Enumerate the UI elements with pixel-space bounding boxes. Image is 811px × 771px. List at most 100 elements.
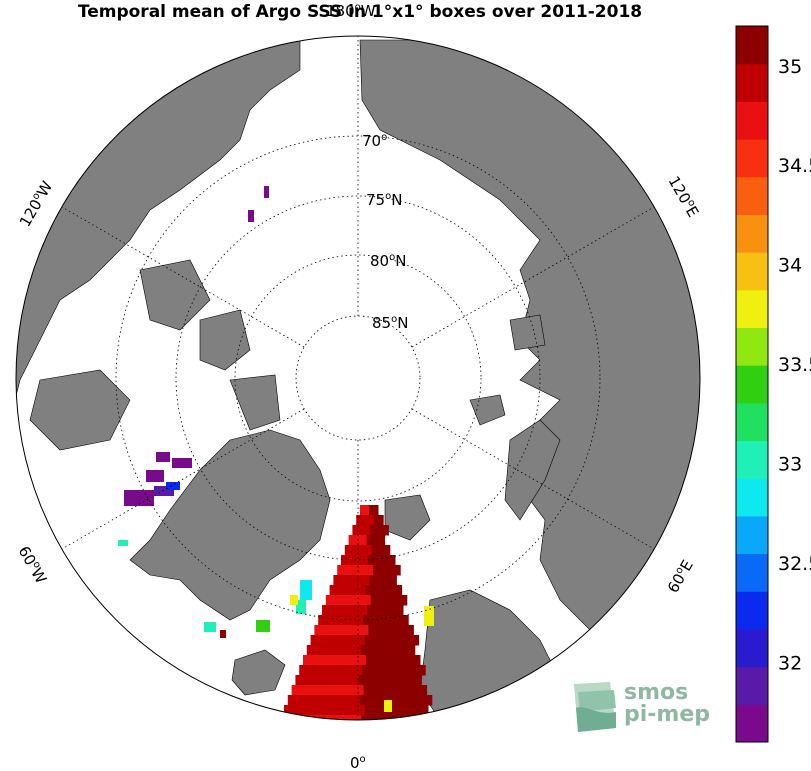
- sss-cell: [391, 635, 402, 646]
- sss-cell: [390, 615, 400, 626]
- sss-cell: [308, 665, 318, 676]
- sss-cell: [397, 595, 408, 606]
- sss-cell: [391, 565, 401, 576]
- sss-cell: [380, 545, 391, 556]
- sss-cell: [332, 625, 342, 636]
- colorbar-swatch: [736, 101, 768, 140]
- colorbar-swatch: [736, 478, 768, 517]
- sss-cell: [358, 605, 368, 616]
- sss-cell: [330, 655, 340, 666]
- colorbar-tick-label: 33.5: [778, 354, 811, 376]
- sss-cell: [319, 635, 330, 646]
- sss-cell: [392, 585, 403, 596]
- sss-cell: [362, 665, 372, 676]
- sss-cell: [367, 605, 377, 616]
- sss-cell: [264, 186, 269, 198]
- sss-cell: [154, 486, 174, 496]
- sss-cell: [338, 585, 349, 596]
- sss-cell: [374, 705, 384, 716]
- sss-cell: [322, 675, 332, 686]
- sss-cell: [393, 655, 403, 666]
- sss-cell: [364, 635, 375, 646]
- colorbar-swatch: [736, 327, 768, 366]
- sss-cell: [377, 625, 387, 636]
- sss-cell: [284, 705, 294, 716]
- colorbar-swatch: [736, 26, 768, 65]
- sss-cell: [398, 665, 408, 676]
- sss-cell: [296, 600, 306, 614]
- sss-cell: [303, 655, 313, 666]
- sss-cell: [343, 595, 354, 606]
- sss-cell: [424, 606, 434, 626]
- sss-cell: [314, 695, 325, 706]
- sss-cell: [389, 665, 399, 676]
- sss-cell: [365, 515, 375, 526]
- map-boundary: [15, 35, 701, 721]
- sss-cell: [401, 705, 411, 716]
- sss-cell: [368, 695, 379, 706]
- sss-cell: [382, 635, 393, 646]
- sss-cell: [385, 675, 395, 686]
- sss-cell: [377, 555, 387, 566]
- sss-cell: [404, 625, 414, 636]
- sss-cell: [405, 645, 416, 656]
- colorbar-swatch: [736, 591, 768, 630]
- colorbar-tick-label: 35: [778, 56, 802, 78]
- sss-cell: [381, 615, 391, 626]
- sss-cell: [346, 565, 356, 576]
- sss-cell: [355, 565, 365, 576]
- sss-cell: [419, 705, 429, 716]
- sss-cell: [312, 655, 322, 666]
- sss-cell: [375, 655, 385, 666]
- lat-label-70: 70o: [362, 132, 387, 150]
- sss-cell: [394, 675, 404, 686]
- sss-cell: [386, 625, 396, 636]
- sss-cell: [296, 695, 307, 706]
- sss-cell: [361, 525, 371, 536]
- colorbar-tick-label: 32: [778, 652, 802, 674]
- sss-cell: [361, 715, 371, 720]
- colorbar-swatch: [736, 440, 768, 479]
- logo-text-pi-mep: pi-mep: [624, 702, 711, 727]
- sss-cell: [334, 715, 344, 720]
- sss-cell: [379, 525, 389, 536]
- sss-cell: [365, 585, 376, 596]
- sss-cell: [369, 645, 380, 656]
- land-franz-josef: [469, 394, 506, 426]
- sss-cell: [146, 470, 164, 482]
- sss-cell: [331, 605, 341, 616]
- sss-cell: [351, 575, 361, 586]
- sss-cell: [248, 210, 254, 222]
- sss-cell: [335, 665, 345, 676]
- sss-cell: [318, 685, 329, 696]
- sss-cell: [342, 645, 353, 656]
- sss-cell: [314, 625, 324, 636]
- sss-cell: [413, 695, 424, 706]
- sss-cell: [408, 685, 419, 696]
- sss-cell: [409, 635, 420, 646]
- sss-cell: [351, 645, 362, 656]
- sss-cell: [399, 615, 409, 626]
- sss-cell: [256, 620, 270, 632]
- sss-cell: [360, 575, 370, 586]
- sss-cell: [387, 645, 398, 656]
- lat-label-80: 80oN: [370, 252, 406, 270]
- sss-cell: [336, 615, 346, 626]
- sss-cell: [371, 665, 381, 676]
- sss-cell: [339, 655, 349, 666]
- sss-cell: [324, 645, 335, 656]
- sss-cell: [374, 515, 384, 526]
- sss-cell: [300, 580, 312, 600]
- colorbar-swatch: [736, 628, 768, 668]
- sss-cell: [371, 545, 382, 556]
- sss-cell: [332, 695, 343, 706]
- sss-cell: [316, 715, 326, 720]
- sss-cell: [347, 705, 357, 716]
- sss-cell: [321, 655, 331, 666]
- land-archipelago-4: [229, 374, 281, 431]
- sss-cell: [340, 605, 350, 616]
- sss-cell: [363, 685, 374, 696]
- colorbar-ticks: 32 32.5 33 33.5 34 34.5 35: [778, 56, 811, 675]
- sss-cell: [356, 705, 366, 716]
- sss-cell: [422, 695, 433, 706]
